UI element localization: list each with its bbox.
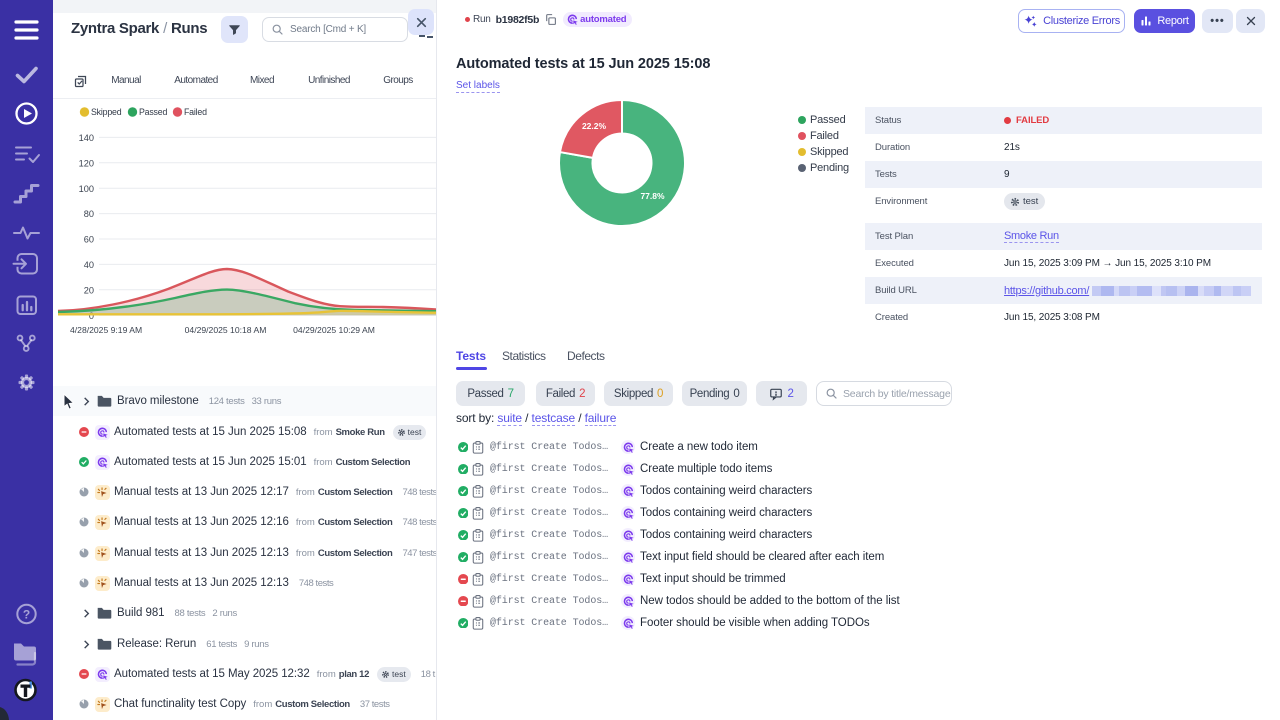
svg-text:120: 120 bbox=[79, 158, 94, 168]
svg-text:140: 140 bbox=[79, 133, 94, 143]
svg-text:04/29/2025 10:18 AM: 04/29/2025 10:18 AM bbox=[185, 325, 267, 335]
svg-text:20: 20 bbox=[84, 285, 94, 295]
svg-text:?: ? bbox=[23, 608, 30, 622]
svg-text:60: 60 bbox=[84, 235, 94, 245]
svg-text:Skipped: Skipped bbox=[91, 107, 122, 117]
svg-text:40: 40 bbox=[84, 260, 94, 270]
svg-text:80: 80 bbox=[84, 209, 94, 219]
svg-text:22.2%: 22.2% bbox=[582, 121, 607, 131]
svg-text:100: 100 bbox=[79, 184, 94, 194]
svg-text:77.8%: 77.8% bbox=[640, 191, 665, 201]
svg-text:04/29/2025 10:29 AM: 04/29/2025 10:29 AM bbox=[293, 325, 375, 335]
svg-text:Failed: Failed bbox=[184, 107, 207, 117]
svg-text:Passed: Passed bbox=[139, 107, 167, 117]
svg-text:4/28/2025 9:19 AM: 4/28/2025 9:19 AM bbox=[70, 325, 142, 335]
svg-text:0: 0 bbox=[89, 311, 94, 321]
